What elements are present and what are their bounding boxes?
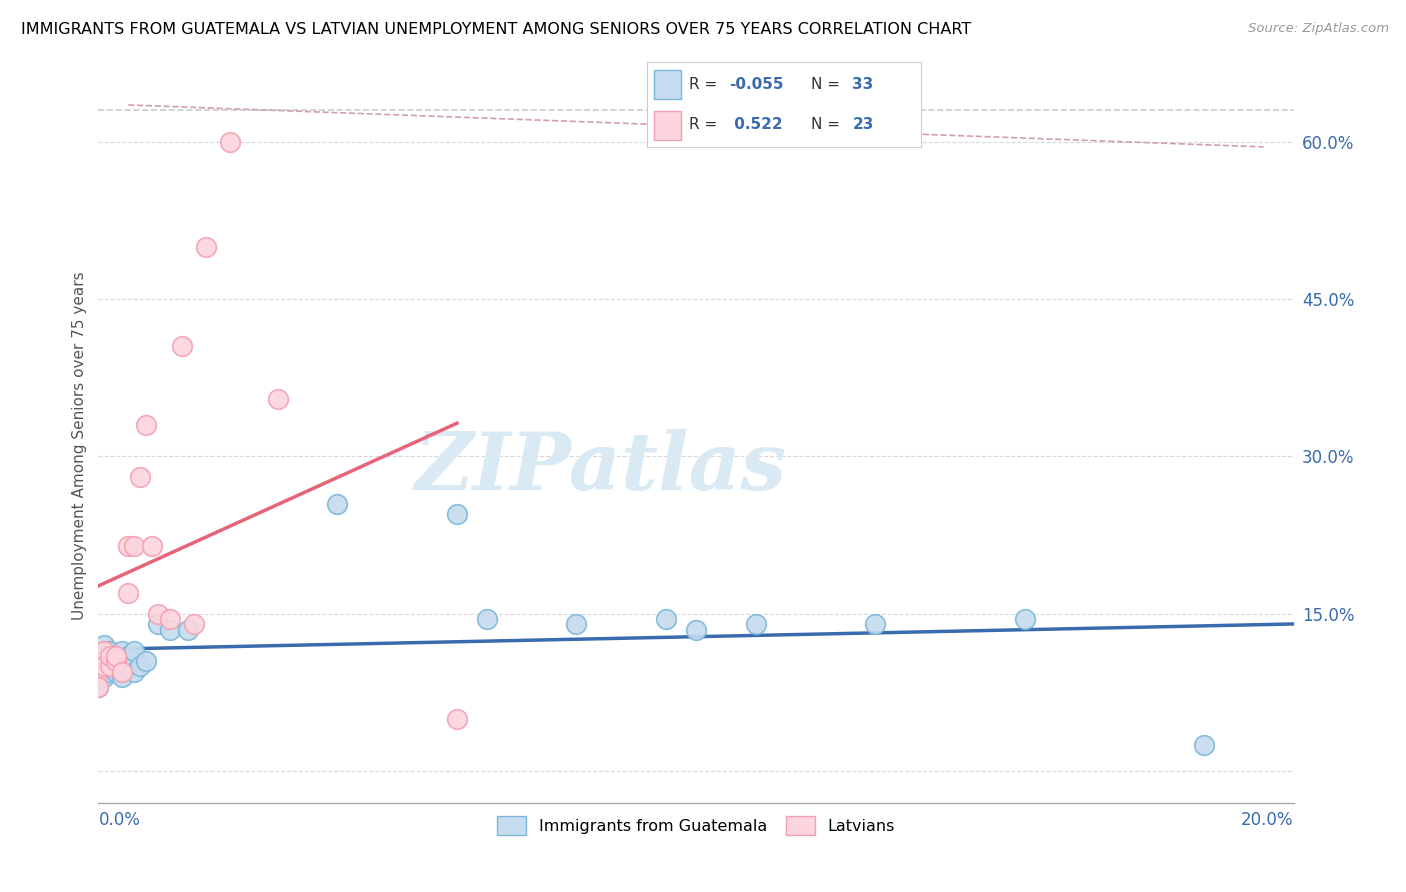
- Point: [93, 639, 115, 653]
- Point: [685, 623, 707, 637]
- Point: [117, 648, 139, 663]
- Point: [172, 339, 194, 353]
- Point: [124, 643, 146, 657]
- Bar: [654, 111, 681, 139]
- Y-axis label: Unemployment Among Seniors over 75 years: Unemployment Among Seniors over 75 years: [72, 272, 87, 620]
- Point: [135, 417, 157, 432]
- Point: [446, 507, 468, 521]
- Point: [195, 239, 218, 253]
- Point: [87, 681, 110, 695]
- Text: Source: ZipAtlas.com: Source: ZipAtlas.com: [1249, 22, 1389, 36]
- Point: [111, 670, 134, 684]
- Point: [655, 612, 678, 626]
- Text: R =: R =: [689, 77, 717, 92]
- Point: [98, 643, 122, 657]
- Text: -0.055: -0.055: [728, 77, 783, 92]
- Point: [111, 659, 134, 673]
- Point: [129, 659, 152, 673]
- Text: N =: N =: [811, 77, 841, 92]
- Point: [105, 648, 128, 663]
- Point: [148, 607, 170, 621]
- Text: R =: R =: [689, 117, 717, 132]
- Text: N =: N =: [811, 117, 841, 132]
- Point: [267, 392, 290, 406]
- Point: [124, 665, 146, 679]
- Text: 0.0%: 0.0%: [98, 811, 141, 830]
- Point: [93, 670, 115, 684]
- Point: [87, 681, 110, 695]
- Point: [865, 617, 887, 632]
- Point: [87, 665, 110, 679]
- Text: 33: 33: [852, 77, 873, 92]
- Point: [475, 612, 498, 626]
- Point: [117, 586, 139, 600]
- Point: [98, 648, 122, 663]
- Point: [111, 665, 134, 679]
- Point: [745, 617, 768, 632]
- Point: [117, 539, 139, 553]
- Point: [117, 659, 139, 673]
- Point: [1014, 612, 1036, 626]
- Text: 0.522: 0.522: [728, 117, 783, 132]
- Point: [93, 654, 115, 668]
- Point: [105, 659, 128, 673]
- Point: [219, 135, 242, 149]
- Point: [98, 654, 122, 668]
- Bar: [654, 70, 681, 99]
- Point: [105, 665, 128, 679]
- Point: [159, 612, 181, 626]
- Legend: Immigrants from Guatemala, Latvians: Immigrants from Guatemala, Latvians: [491, 810, 901, 841]
- Text: 23: 23: [852, 117, 873, 132]
- Point: [326, 497, 349, 511]
- Point: [93, 659, 115, 673]
- Point: [124, 539, 146, 553]
- Point: [159, 623, 181, 637]
- Point: [129, 470, 152, 484]
- Point: [565, 617, 588, 632]
- Text: ZIPatlas: ZIPatlas: [415, 429, 786, 506]
- Point: [98, 665, 122, 679]
- Point: [148, 617, 170, 632]
- Point: [135, 654, 157, 668]
- Point: [105, 648, 128, 663]
- Point: [141, 539, 163, 553]
- Text: IMMIGRANTS FROM GUATEMALA VS LATVIAN UNEMPLOYMENT AMONG SENIORS OVER 75 YEARS CO: IMMIGRANTS FROM GUATEMALA VS LATVIAN UNE…: [21, 22, 972, 37]
- Point: [105, 654, 128, 668]
- Point: [446, 712, 468, 726]
- Text: 20.0%: 20.0%: [1241, 811, 1294, 830]
- Point: [1192, 738, 1215, 752]
- Point: [111, 643, 134, 657]
- Point: [93, 643, 115, 657]
- Point: [87, 659, 110, 673]
- Point: [98, 659, 122, 673]
- Point: [183, 617, 205, 632]
- Point: [177, 623, 200, 637]
